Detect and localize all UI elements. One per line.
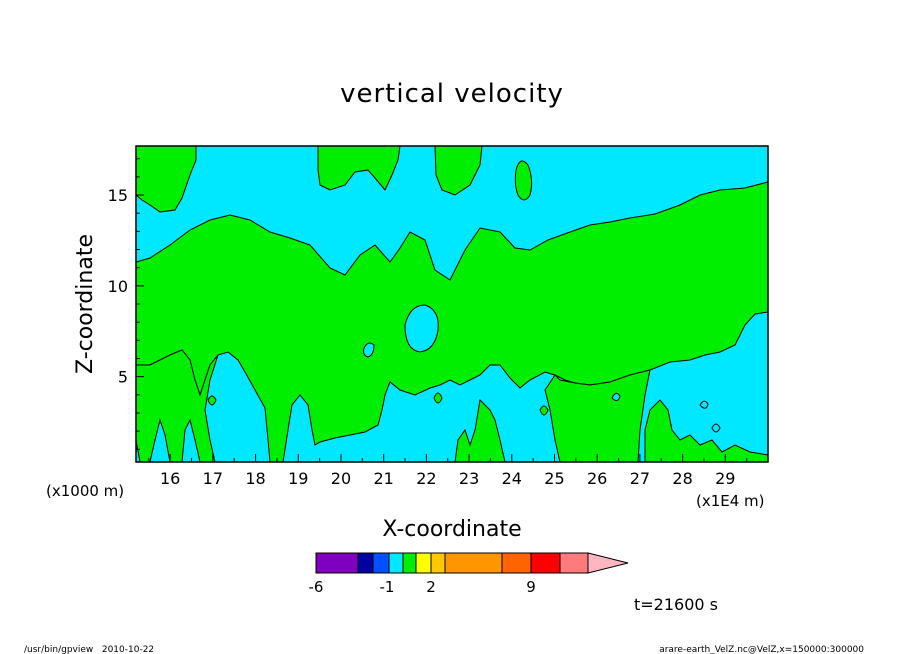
positive-region-bottom-left bbox=[136, 349, 219, 462]
x-axis-ticks: 16 17 18 19 20 21 22 23 24 25 26 27 28 29 bbox=[148, 454, 748, 488]
chart-title: vertical velocity bbox=[340, 79, 564, 109]
colorbar-swatch bbox=[415, 552, 432, 574]
negative-speck-1 bbox=[611, 392, 621, 402]
x-unit-right: (x1E4 m) bbox=[696, 492, 765, 510]
colorbar-extension-arrow bbox=[587, 552, 629, 574]
x-tick-label: 26 bbox=[587, 469, 607, 488]
colorbar-swatch bbox=[357, 552, 374, 574]
negative-speck-3 bbox=[711, 423, 721, 433]
y-tick-label: 15 bbox=[108, 186, 128, 205]
colorbar-labels: -6 -1 2 9 bbox=[309, 578, 536, 596]
x-tick-label: 17 bbox=[203, 469, 223, 488]
y-axis-label: Z-coordinate bbox=[73, 234, 98, 374]
x-unit-left: (x1000 m) bbox=[46, 482, 124, 500]
colorbar-swatch bbox=[501, 552, 532, 574]
colorbar-label: 2 bbox=[426, 578, 436, 596]
plot-area bbox=[135, 145, 769, 463]
positive-speck-1 bbox=[207, 395, 217, 406]
colorbar-swatch bbox=[402, 552, 417, 574]
positive-region-bottom-center bbox=[544, 369, 651, 462]
colorbar-swatch bbox=[430, 552, 446, 574]
negative-hole-small bbox=[363, 342, 375, 358]
x-tick-label: 18 bbox=[245, 469, 265, 488]
colorbar-swatch bbox=[530, 552, 561, 574]
x-tick-label: 23 bbox=[459, 469, 479, 488]
colorbar-swatch bbox=[444, 552, 503, 574]
x-tick-label: 21 bbox=[373, 469, 393, 488]
positive-region-main-band bbox=[136, 181, 768, 462]
colorbar-swatch bbox=[388, 552, 404, 574]
x-tick-label: 25 bbox=[544, 469, 564, 488]
colorbar-swatch bbox=[315, 552, 359, 574]
colorbar-swatch bbox=[559, 552, 589, 574]
footer-right: arare-earth_VelZ.nc@VelZ,x=150000:300000 bbox=[659, 645, 864, 654]
colorbar-label: -6 bbox=[309, 578, 324, 596]
x-tick-label: 29 bbox=[715, 469, 735, 488]
positive-region-top-center bbox=[434, 146, 483, 196]
x-tick-label: 24 bbox=[502, 469, 522, 488]
positive-region-top-left bbox=[136, 146, 197, 213]
y-axis-ticks: 5 10 15 bbox=[108, 158, 144, 450]
x-tick-label: 22 bbox=[416, 469, 436, 488]
time-label: t=21600 s bbox=[634, 595, 718, 614]
positive-region-bottom-mid bbox=[454, 398, 506, 462]
negative-speck-2 bbox=[699, 400, 709, 409]
colorbar-label: 9 bbox=[526, 578, 536, 596]
positive-speck-2 bbox=[539, 405, 549, 416]
positive-speck-3 bbox=[433, 392, 443, 404]
x-tick-label: 16 bbox=[160, 469, 180, 488]
colorbar-swatch bbox=[372, 552, 390, 574]
x-axis-label: X-coordinate bbox=[382, 517, 521, 542]
y-tick-label: 10 bbox=[108, 277, 128, 296]
negative-hole-center bbox=[404, 304, 439, 353]
y-tick-label: 5 bbox=[118, 368, 128, 387]
positive-region-bottom-right bbox=[644, 399, 768, 462]
x-tick-label: 28 bbox=[672, 469, 692, 488]
positive-blob-top bbox=[514, 160, 533, 201]
colorbar bbox=[315, 552, 629, 574]
colorbar-label: -1 bbox=[380, 578, 395, 596]
positive-region-top-mid bbox=[317, 146, 401, 191]
x-tick-label: 19 bbox=[288, 469, 308, 488]
x-tick-label: 27 bbox=[630, 469, 650, 488]
footer-left: /usr/bin/gpview 2010-10-22 bbox=[24, 645, 154, 654]
x-tick-label: 20 bbox=[331, 469, 351, 488]
